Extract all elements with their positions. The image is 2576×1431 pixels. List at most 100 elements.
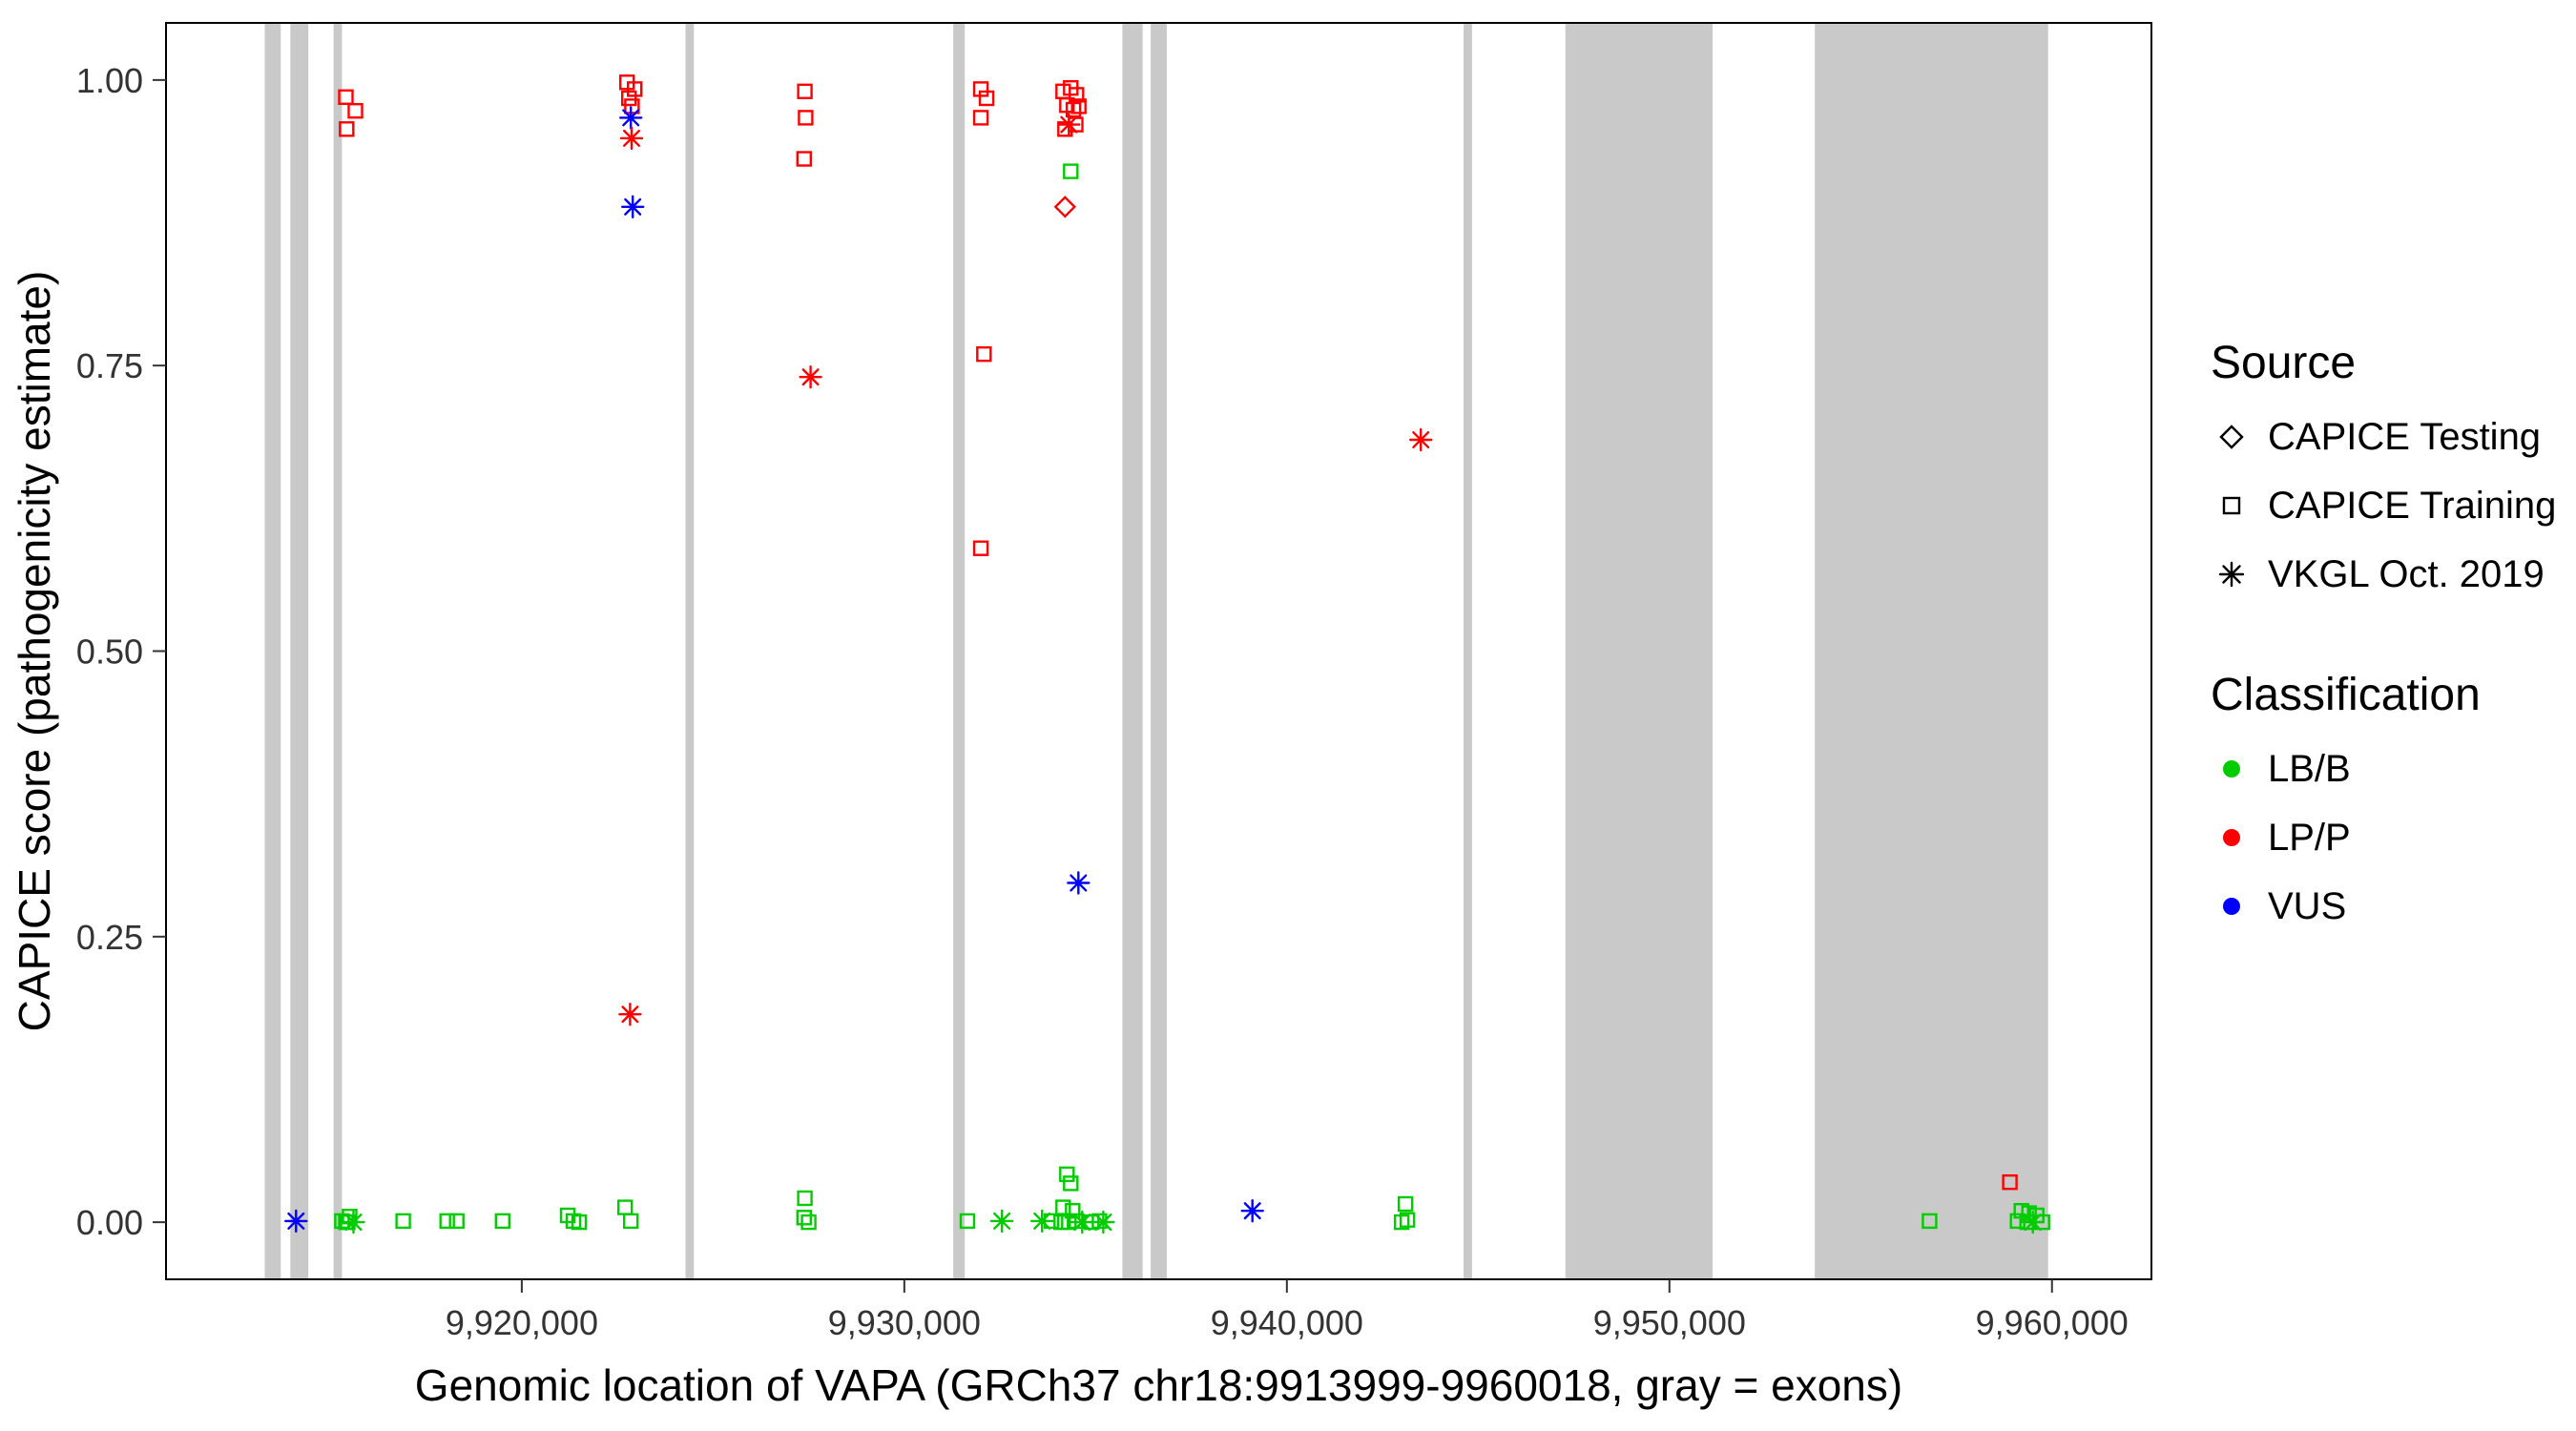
point-asterisk (1091, 1210, 1115, 1234)
point-square (1393, 1213, 1410, 1231)
point-asterisk (621, 195, 645, 219)
point-square (1397, 1195, 1414, 1213)
point-square (798, 110, 814, 126)
exon-band (1464, 23, 1472, 1279)
point-asterisk (618, 1002, 642, 1027)
point-asterisk (2021, 1210, 2045, 1234)
diamond-icon (2219, 425, 2244, 449)
point-asterisk (1029, 1209, 1054, 1234)
point-square (448, 1213, 465, 1230)
point-square (796, 1210, 812, 1226)
point-square (1055, 1199, 1071, 1215)
legend-item-label: LB/B (2268, 747, 2351, 790)
exon-bands (264, 23, 2048, 1279)
legend-item-capice-training: CAPICE Training (2211, 471, 2556, 540)
legend-item-label: VUS (2268, 884, 2347, 927)
point-square (1063, 1175, 1079, 1192)
point-asterisk (619, 126, 644, 151)
point-square (624, 98, 640, 114)
x-tick-label: 9,930,000 (828, 1303, 981, 1342)
x-axis-title: Genomic location of VAPA (GRCh37 chr18:9… (415, 1360, 1902, 1410)
legend-item-label: VKGL Oct. 2019 (2268, 552, 2545, 595)
y-axis-title: CAPICE score (pathogenicity estimate) (10, 271, 59, 1032)
blue-dot-icon (2223, 898, 2240, 915)
legend-gap (2211, 609, 2556, 668)
point-square (2002, 1173, 2018, 1191)
point-asterisk (619, 106, 643, 130)
point-square (1065, 101, 1082, 118)
point-square (1059, 1166, 1075, 1183)
point-asterisk (989, 1209, 1014, 1234)
exon-band (953, 23, 966, 1279)
point-square (617, 1199, 634, 1215)
legend-item-lbb: LB/B (2211, 735, 2556, 803)
point-square (339, 121, 355, 137)
legend: Source CAPICE Testing CAPICE Training VK… (2211, 336, 2556, 941)
y-tick-label: 0.25 (76, 918, 143, 957)
point-square (439, 1213, 455, 1230)
exon-band (1151, 23, 1167, 1279)
x-tick-label: 9,950,000 (1593, 1303, 1746, 1342)
point-square (494, 1213, 510, 1230)
point-square (972, 110, 989, 126)
y-tick-label: 0.75 (76, 346, 143, 385)
y-tick-label: 0.50 (76, 633, 143, 672)
point-square (1065, 1202, 1081, 1219)
point-square (1063, 163, 1079, 179)
legend-item-label: CAPICE Training (2268, 484, 2557, 527)
square-icon (2222, 496, 2241, 515)
exon-band (1565, 23, 1714, 1279)
point-square (797, 83, 813, 100)
exon-band (264, 23, 281, 1279)
point-square (621, 90, 637, 107)
point-square (1069, 87, 1085, 103)
point-square (797, 1190, 813, 1207)
point-asterisk (284, 1209, 308, 1234)
point-square (800, 1213, 817, 1231)
point-asterisk (1408, 427, 1433, 452)
point-asterisk (1070, 1210, 1094, 1234)
legend-item-vus: VUS (2211, 872, 2556, 941)
asterisk-icon (2218, 561, 2245, 588)
x-tick-label: 9,960,000 (1976, 1303, 2129, 1342)
point-square (972, 540, 989, 556)
y-tick-label: 1.00 (76, 61, 143, 100)
point-square (978, 90, 995, 107)
point-asterisk (1067, 871, 1091, 895)
data-points (284, 74, 2050, 1234)
point-square (959, 1213, 976, 1230)
point-square (976, 346, 992, 363)
point-square (1057, 121, 1073, 137)
axes: 9,920,000 9,930,000 9,940,000 9,950,000 9,96… (76, 61, 2129, 1342)
red-dot-icon (2223, 829, 2240, 846)
legend-item-label: LP/P (2268, 816, 2351, 859)
legend-source-title: Source (2211, 338, 2357, 388)
legend-item-vkgl: VKGL Oct. 2019 (2211, 540, 2556, 609)
exon-band (685, 23, 695, 1279)
exon-band (333, 23, 343, 1279)
legend-item-capice-testing: CAPICE Testing (2211, 403, 2556, 471)
point-asterisk (342, 1210, 365, 1234)
point-square (347, 102, 364, 119)
point-diamond (1053, 196, 1076, 218)
green-dot-icon (2223, 760, 2240, 778)
point-square (623, 1213, 639, 1230)
x-tick-label: 9,920,000 (446, 1303, 598, 1342)
legend-classification-title: Classification (2211, 670, 2481, 720)
point-square (1922, 1213, 1938, 1230)
exon-band (290, 23, 309, 1279)
point-asterisk (1240, 1198, 1264, 1223)
legend-item-lpp: LP/P (2211, 803, 2556, 872)
point-square (1070, 98, 1087, 114)
point-square (338, 89, 354, 106)
point-asterisk (1057, 113, 1081, 136)
point-square (395, 1213, 411, 1230)
point-square (796, 151, 812, 167)
legend-item-label: CAPICE Testing (2268, 415, 2542, 458)
point-asterisk (799, 365, 822, 389)
y-tick-label: 0.00 (76, 1203, 143, 1242)
point-square (571, 1213, 588, 1231)
exon-band (1122, 23, 1143, 1279)
